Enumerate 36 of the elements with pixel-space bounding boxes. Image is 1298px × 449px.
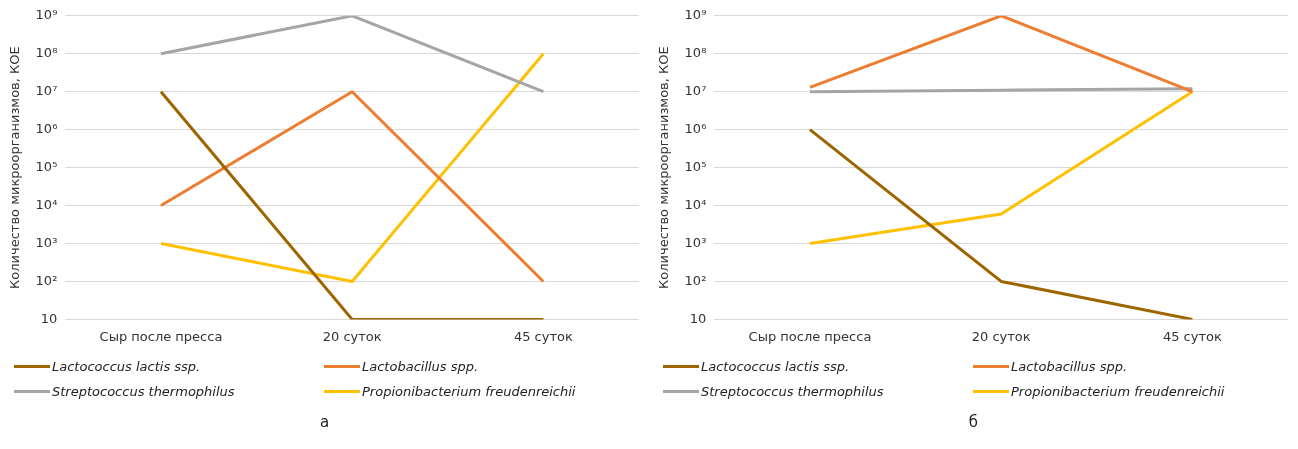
y-tick-label: 10 [40,310,58,326]
y-tick-label: 10⁴ [684,196,707,212]
y-tick-label: 10⁸ [35,45,58,61]
legend-label: Propionibacterium freudenreichii [1011,384,1225,399]
legend-label: Streptococcus thermophilus [701,384,884,399]
y-axis-title: Количество микроорганизмов, КОЕ [7,46,23,289]
y-tick-label: 10⁵ [35,158,58,174]
x-tick-label: Сыр после пресса [99,328,223,344]
y-tick-label: 10² [35,272,58,288]
x-tick-label: 45 суток [1162,328,1222,344]
y-tick-label: 10⁷ [35,83,58,99]
x-tick-label: 45 суток [513,328,573,344]
legend-label: Streptococcus thermophilus [52,384,235,399]
legend-label: Lactococcus lactis ssp. [52,359,201,374]
y-tick-label: 10⁶ [35,121,58,137]
x-tick-label: Сыр после пресса [748,328,872,344]
legend-label: Lactobacillus spp. [1011,359,1128,374]
text: б [967,413,980,431]
y-axis-title: Количество микроорганизмов, КОЕ [656,46,672,289]
x-tick-label: 20 суток [322,328,382,344]
y-tick-label: 10⁸ [684,45,707,61]
y-tick-label: 10⁹ [35,7,58,23]
y-tick-label: 10⁷ [684,83,707,99]
legend-label: Propionibacterium freudenreichii [362,384,576,399]
y-tick-label: 10⁹ [684,7,707,23]
x-tick-label: 20 суток [971,328,1031,344]
y-tick-label: 10³ [35,234,58,250]
y-tick-label: 10³ [684,234,707,250]
y-tick-label: 10⁴ [35,196,58,212]
y-tick-label: 10 [689,310,707,326]
y-tick-label: 10⁶ [684,121,707,137]
y-tick-label: 10² [684,272,707,288]
legend-label: Lactococcus lactis ssp. [701,359,850,374]
text: а [318,413,331,431]
legend-label: Lactobacillus spp. [362,359,479,374]
y-tick-label: 10⁵ [684,158,707,174]
